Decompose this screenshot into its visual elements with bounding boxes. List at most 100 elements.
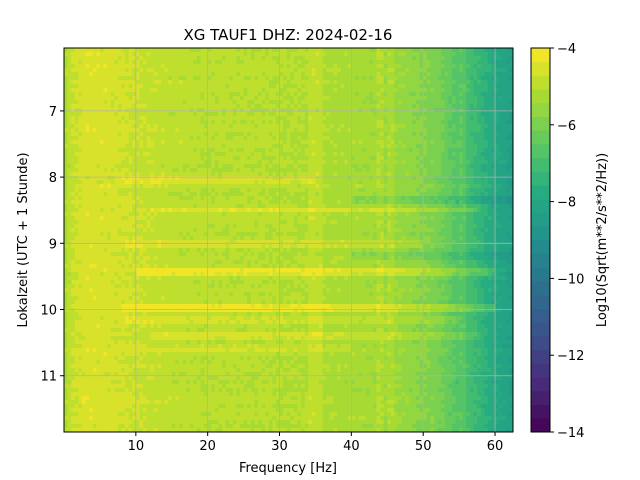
heatmap-cell — [419, 156, 424, 161]
heatmap-cell — [502, 88, 507, 93]
heatmap-cell — [473, 144, 478, 149]
heatmap-cell — [243, 52, 248, 57]
heatmap-cell — [408, 92, 413, 97]
heatmap-cell — [466, 188, 471, 193]
heatmap-cell — [218, 196, 223, 201]
heatmap-cell — [85, 148, 90, 153]
heatmap-cell — [365, 120, 370, 125]
heatmap-cell — [78, 160, 83, 165]
heatmap-cell — [437, 164, 442, 169]
heatmap-cell — [322, 88, 327, 93]
heatmap-cell — [232, 180, 237, 185]
heatmap-cell — [326, 120, 331, 125]
heatmap-cell — [74, 144, 79, 149]
heatmap-cell — [265, 148, 270, 153]
heatmap-cell — [398, 140, 403, 145]
heatmap-cell — [268, 100, 273, 105]
heatmap-cell — [272, 88, 277, 93]
heatmap-cell — [502, 192, 507, 197]
heatmap-cell — [505, 156, 510, 161]
heatmap-cell — [171, 64, 176, 69]
heatmap-cell — [157, 160, 162, 165]
heatmap-cell — [412, 160, 417, 165]
heatmap-cell — [207, 64, 212, 69]
heatmap-cell — [304, 168, 309, 173]
heatmap-cell — [146, 172, 151, 177]
heatmap-cell — [175, 196, 180, 201]
heatmap-cell — [164, 180, 169, 185]
heatmap-cell — [125, 100, 130, 105]
heatmap-cell — [430, 68, 435, 73]
heatmap-cell — [308, 164, 313, 169]
heatmap-cell — [498, 88, 503, 93]
heatmap-cell — [164, 64, 169, 69]
heatmap-cell — [78, 196, 83, 201]
heatmap-cell — [398, 192, 403, 197]
heatmap-cell — [365, 144, 370, 149]
heatmap-cell — [297, 152, 302, 157]
heatmap-cell — [171, 60, 176, 65]
heatmap-cell — [99, 104, 104, 109]
heatmap-cell — [473, 192, 478, 197]
heatmap-cell — [448, 128, 453, 133]
heatmap-cell — [484, 120, 489, 125]
heatmap-cell — [408, 184, 413, 189]
heatmap-cell — [347, 60, 352, 65]
heatmap-cell — [272, 64, 277, 69]
heatmap-cell — [383, 196, 388, 201]
heatmap-cell — [509, 64, 514, 69]
heatmap-cell — [416, 184, 421, 189]
heatmap-cell — [469, 64, 474, 69]
heatmap-cell — [451, 128, 456, 133]
heatmap-cell — [283, 52, 288, 57]
heatmap-cell — [257, 120, 262, 125]
heatmap-cell — [99, 184, 104, 189]
heatmap-cell — [139, 200, 144, 205]
heatmap-cell — [189, 144, 194, 149]
heatmap-cell — [351, 88, 356, 93]
heatmap-cell — [480, 100, 485, 105]
heatmap-cell — [480, 92, 485, 97]
heatmap-cell — [311, 60, 316, 65]
heatmap-cell — [419, 76, 424, 81]
heatmap-cell — [146, 168, 151, 173]
heatmap-cell — [433, 52, 438, 57]
heatmap-cell — [484, 76, 489, 81]
heatmap-cell — [189, 96, 194, 101]
heatmap-cell — [351, 128, 356, 133]
heatmap-cell — [117, 172, 122, 177]
heatmap-cell — [369, 52, 374, 57]
heatmap-cell — [250, 168, 255, 173]
heatmap-cell — [451, 72, 456, 77]
heatmap-cell — [354, 116, 359, 121]
heatmap-cell — [433, 180, 438, 185]
heatmap-cell — [247, 156, 252, 161]
heatmap-cell — [89, 172, 94, 177]
heatmap-cell — [347, 200, 352, 205]
heatmap-cell — [362, 120, 367, 125]
heatmap-cell — [193, 140, 198, 145]
heatmap-cell — [189, 76, 194, 81]
heatmap-cell — [394, 52, 399, 57]
heatmap-cell — [96, 96, 101, 101]
heatmap-cell — [369, 184, 374, 189]
heatmap-cell — [405, 92, 410, 97]
heatmap-cell — [139, 140, 144, 145]
heatmap-cell — [193, 88, 198, 93]
heatmap-cell — [229, 72, 234, 77]
heatmap-cell — [182, 100, 187, 105]
heatmap-cell — [92, 124, 97, 129]
heatmap-cell — [351, 72, 356, 77]
heatmap-cell — [498, 68, 503, 73]
heatmap-cell — [193, 112, 198, 117]
heatmap-cell — [426, 188, 431, 193]
heatmap-cell — [114, 64, 119, 69]
heatmap-cell — [132, 156, 137, 161]
heatmap-cell — [326, 148, 331, 153]
heatmap-cell — [329, 120, 334, 125]
heatmap-cell — [405, 204, 410, 209]
heatmap-cell — [121, 52, 126, 57]
heatmap-cell — [365, 152, 370, 157]
heatmap-cell — [243, 64, 248, 69]
heatmap-cell — [304, 156, 309, 161]
